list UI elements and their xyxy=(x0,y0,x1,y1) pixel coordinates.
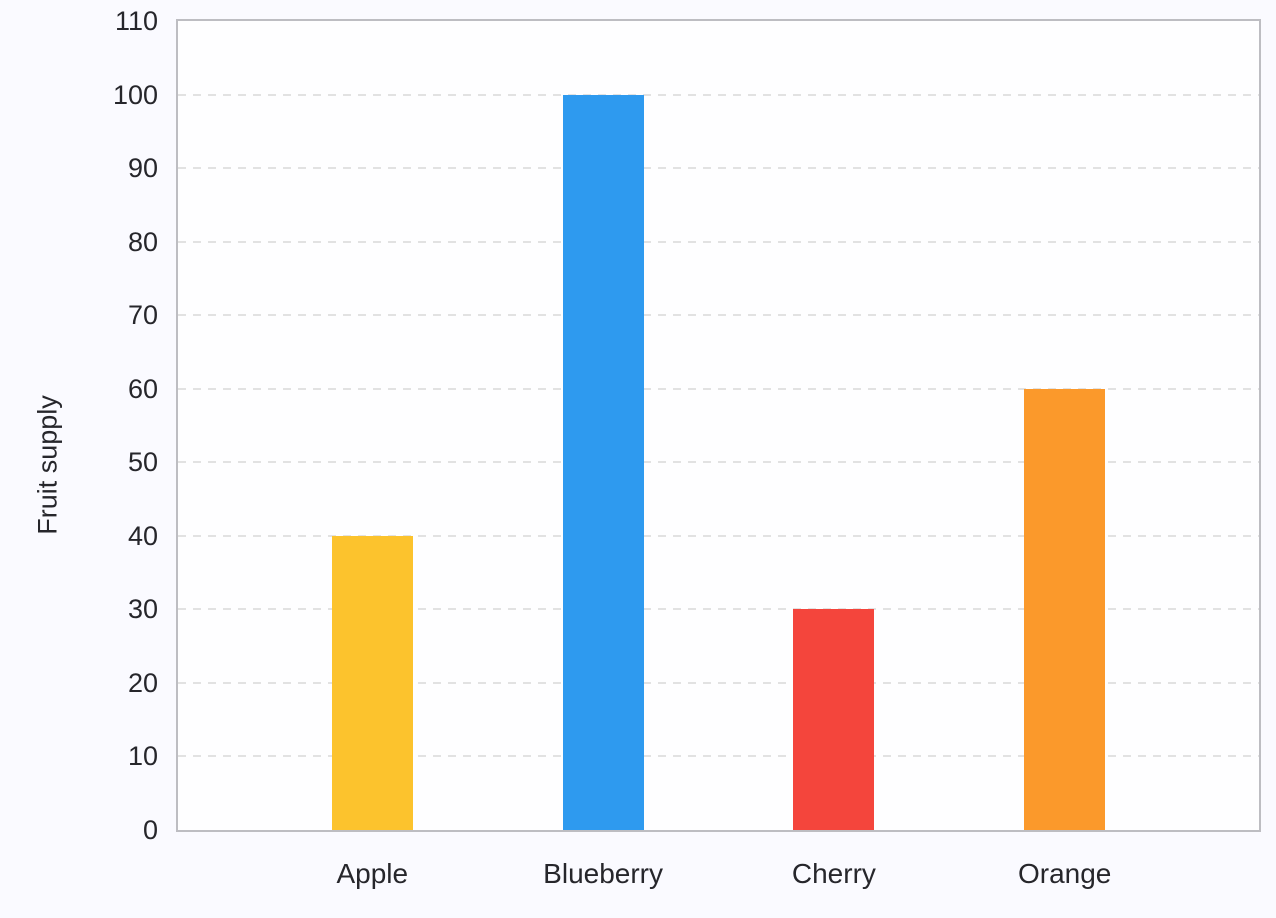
y-axis-title: Fruit supply xyxy=(32,395,63,535)
bar-blueberry xyxy=(562,94,644,830)
gridline xyxy=(178,681,1259,684)
y-tick-label-100: 100 xyxy=(112,79,158,110)
y-tick-label-20: 20 xyxy=(127,667,158,698)
y-tick-label-50: 50 xyxy=(127,447,158,478)
gridline xyxy=(178,167,1259,170)
gridline xyxy=(178,534,1259,537)
bar-cherry xyxy=(793,609,875,830)
y-tick-label-0: 0 xyxy=(142,815,158,845)
x-tick-label-blueberry: Blueberry xyxy=(543,858,664,889)
x-tick-label-cherry: Cherry xyxy=(791,858,876,889)
bar-apple xyxy=(331,535,413,830)
y-tick-label-30: 30 xyxy=(127,594,158,625)
y-tick-label-110: 110 xyxy=(114,6,158,36)
y-tick-label-70: 70 xyxy=(127,300,158,331)
gridline xyxy=(178,314,1259,317)
y-tick-label-80: 80 xyxy=(127,226,158,257)
gridline xyxy=(178,755,1259,758)
gridline xyxy=(178,387,1259,390)
x-tick-label-orange: Orange xyxy=(1017,858,1112,889)
y-tick-label-90: 90 xyxy=(127,153,158,184)
y-tick-label-60: 60 xyxy=(127,373,158,404)
plot-area-inner xyxy=(178,21,1259,830)
bar-orange xyxy=(1024,388,1106,830)
gridline xyxy=(178,608,1259,611)
gridline xyxy=(178,93,1259,96)
gridline xyxy=(178,240,1259,243)
x-tick-label-apple: Apple xyxy=(336,858,409,889)
y-tick-label-40: 40 xyxy=(127,520,158,551)
y-tick-label-10: 10 xyxy=(127,741,158,772)
gridline xyxy=(178,461,1259,464)
plot-area xyxy=(176,19,1261,832)
